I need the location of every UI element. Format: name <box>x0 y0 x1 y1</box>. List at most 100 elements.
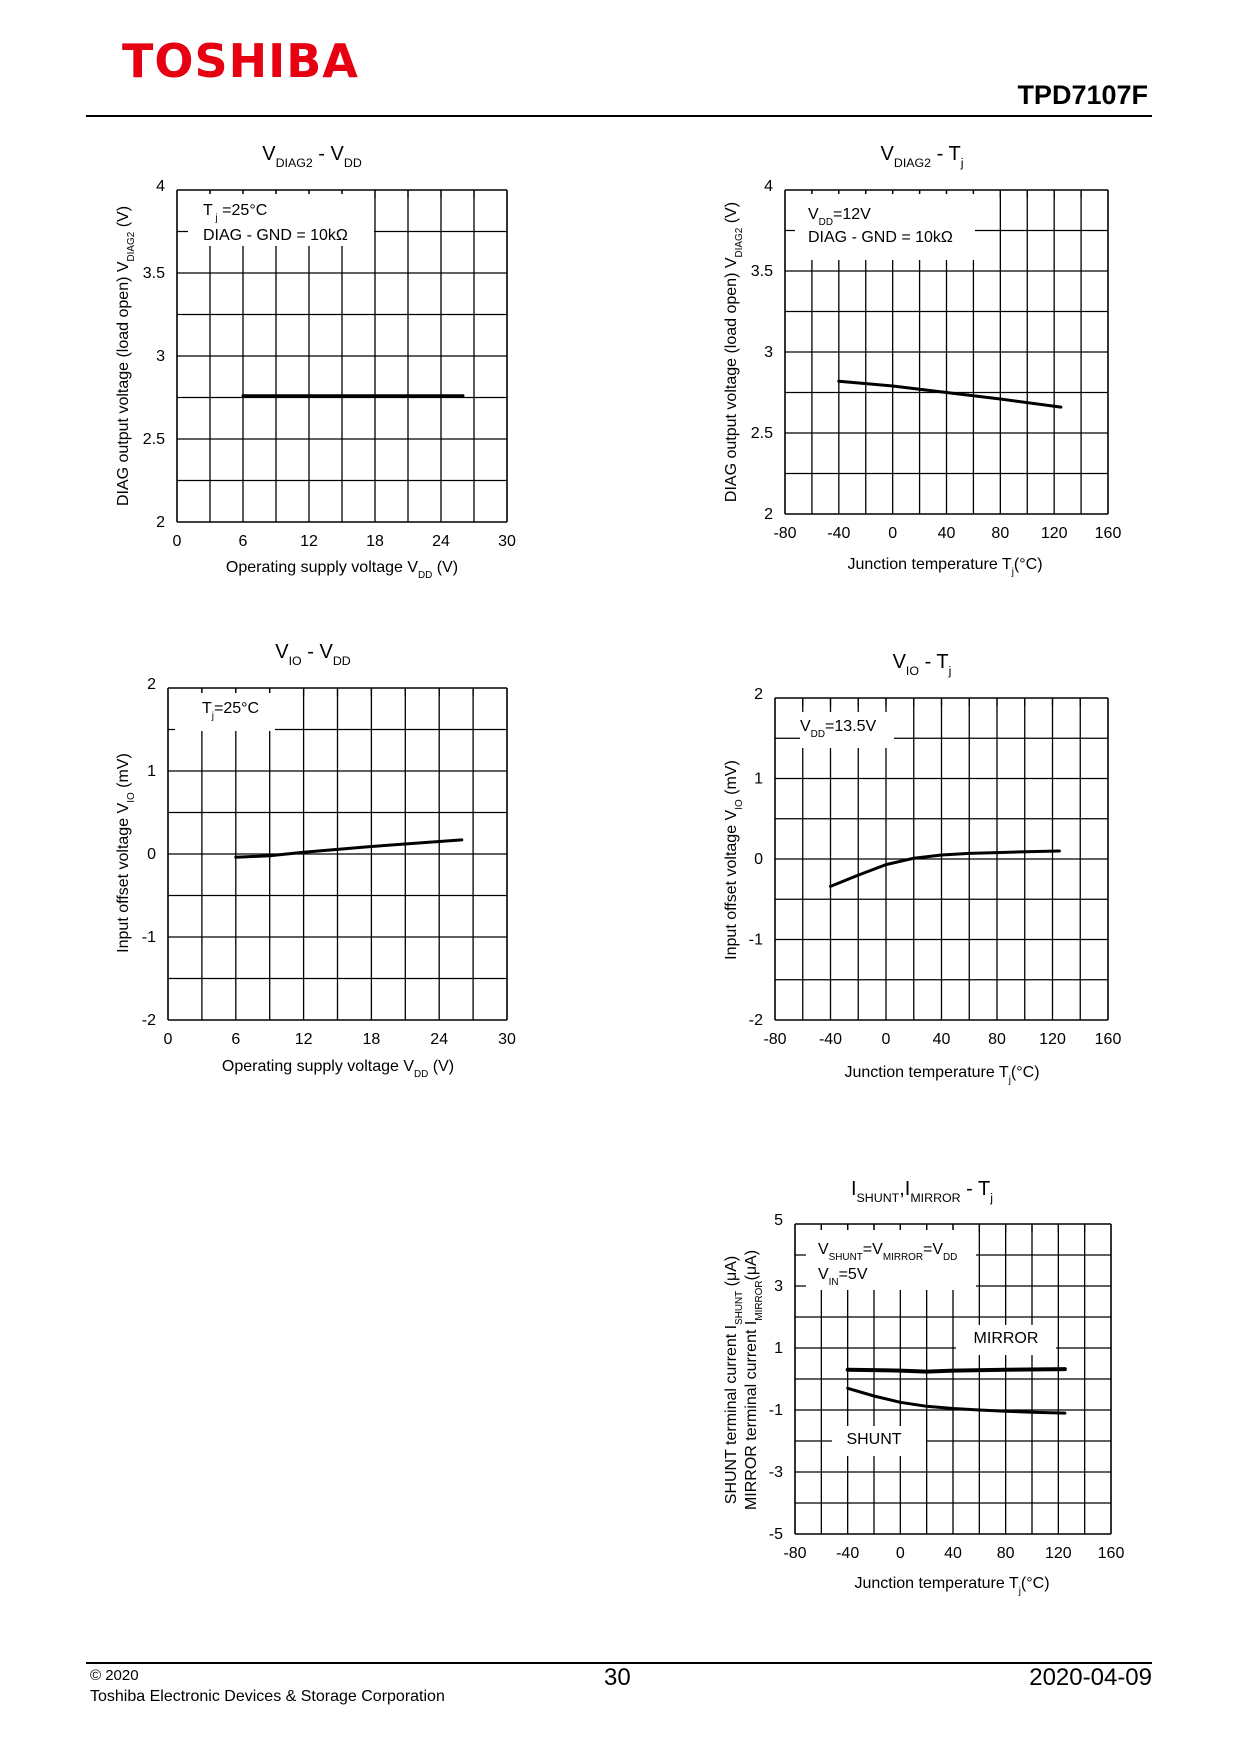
x-tick-label: 30 <box>498 1031 516 1048</box>
x-tick-label: 0 <box>173 533 182 550</box>
chart-4: VSHUNT=VMIRROR=VDD VIN=5V MIRROR SHUNT -80 -4… <box>723 1178 1124 1597</box>
chart-title: ISHUNT,IMIRROR - Tj <box>851 1178 993 1205</box>
annotation-line-1: DIAG - GND = 10kΩ <box>203 227 348 244</box>
x-tick-label: 0 <box>888 525 897 542</box>
x-tick-label: 30 <box>498 533 516 550</box>
x-axis-label: Operating supply voltage VDD (V) <box>226 559 458 581</box>
x-tick-label: 12 <box>295 1031 313 1048</box>
x-tick-label: 120 <box>1045 1545 1072 1562</box>
page-number: 30 <box>604 1664 631 1691</box>
footer-rule <box>86 1662 1152 1664</box>
annotation-box <box>175 693 275 731</box>
footer-copyright: © 2020 <box>90 1667 139 1684</box>
series-label-shunt: SHUNT <box>846 1431 901 1448</box>
x-tick-label: 120 <box>1039 1031 1066 1048</box>
series-line-shunt <box>846 1386 1067 1415</box>
annotation-box <box>188 194 374 246</box>
series-line-0 <box>234 838 464 859</box>
y-tick-label: 3 <box>156 348 165 365</box>
y-tick-label: 2.5 <box>143 431 165 448</box>
x-tick-label: 160 <box>1098 1545 1125 1562</box>
footer-company: Toshiba Electronic Devices & Storage Cor… <box>90 1688 445 1705</box>
y-axis-label: Input offset voltage VIO (mV) <box>115 753 137 953</box>
x-tick-label: 80 <box>991 525 1009 542</box>
y-tick-label: 0 <box>147 846 156 863</box>
x-tick-label: 6 <box>239 533 248 550</box>
y-tick-label: 3 <box>774 1278 783 1295</box>
x-tick-label: 0 <box>882 1031 891 1048</box>
x-axis-label: Operating supply voltage VDD (V) <box>222 1058 454 1080</box>
toshiba-logo: TOSHIBA <box>122 34 359 88</box>
x-tick-label: 6 <box>231 1031 240 1048</box>
x-axis-label: Junction temperature Tj(°C) <box>844 1064 1039 1086</box>
x-tick-label: 80 <box>997 1545 1015 1562</box>
footer-date: 2020-04-09 <box>1029 1664 1152 1691</box>
y-tick-label: 5 <box>774 1212 783 1229</box>
x-tick-label: -80 <box>783 1545 806 1562</box>
chart-title: VDIAG2 - Tj <box>881 143 964 170</box>
x-tick-label: 40 <box>944 1545 962 1562</box>
y-tick-label: -3 <box>769 1464 783 1481</box>
annotation-line-0: Tj=25°C <box>202 700 259 722</box>
annotation-line-0: VDD=12V <box>808 206 871 228</box>
y-tick-label: 2 <box>147 676 156 693</box>
y-tick-label: 3.5 <box>143 265 165 282</box>
x-tick-label: -80 <box>773 525 796 542</box>
y-axis-label-2: MIRROR terminal current IMIRROR(μA) <box>743 1250 765 1510</box>
y-tick-label: -1 <box>142 929 156 946</box>
y-tick-label: 3 <box>764 344 773 361</box>
y-axis-label: Input offset voltage VIO (mV) <box>723 760 745 960</box>
x-tick-label: 0 <box>164 1031 173 1048</box>
chart-title: VDIAG2 - VDD <box>262 143 362 170</box>
annotation-line-0: VDD=13.5V <box>800 718 876 740</box>
series-line-0 <box>829 849 1061 888</box>
chart-3: VDD=13.5V -80 -40 0 40 80 120 160 -2 -1 0 1 2 VIO - T… <box>723 651 1121 1086</box>
part-number: TPD7107F <box>1017 80 1148 110</box>
x-axis-label: Junction temperature Tj(°C) <box>854 1575 1049 1597</box>
annotation-line-1: VIN=5V <box>818 1266 868 1288</box>
x-axis-label: Junction temperature Tj(°C) <box>847 556 1042 578</box>
y-tick-label: 0 <box>754 851 763 868</box>
y-tick-label: -1 <box>769 1402 783 1419</box>
y-tick-label: 1 <box>147 763 156 780</box>
series-line-mirror <box>845 1367 1067 1374</box>
x-tick-label: -40 <box>819 1031 842 1048</box>
x-tick-label: 12 <box>300 533 318 550</box>
annotation-line-1: DIAG - GND = 10kΩ <box>808 229 953 246</box>
series-line-0 <box>837 379 1063 409</box>
y-tick-label: 2 <box>156 514 165 531</box>
chart-title: VIO - VDD <box>275 641 351 668</box>
x-tick-label: -80 <box>763 1031 786 1048</box>
y-tick-label: 4 <box>764 178 773 195</box>
x-tick-label: 80 <box>988 1031 1006 1048</box>
header-rule <box>86 115 1152 117</box>
annotation-line-0: T j =25°C <box>203 202 267 224</box>
x-tick-label: 40 <box>933 1031 951 1048</box>
series-label-box <box>832 1426 926 1456</box>
y-tick-label: -1 <box>749 932 763 949</box>
x-tick-label: 24 <box>430 1031 448 1048</box>
x-tick-label: 18 <box>366 533 384 550</box>
x-tick-label: 40 <box>938 525 956 542</box>
y-tick-label: 1 <box>754 771 763 788</box>
chart-0: T j =25°C DIAG - GND = 10kΩ 0 6 12 18 24 30 2 2.5… <box>115 143 516 581</box>
y-tick-label: 4 <box>156 178 165 195</box>
y-tick-label: 2 <box>754 686 763 703</box>
y-tick-label: 2 <box>764 506 773 523</box>
x-tick-label: -40 <box>827 525 850 542</box>
x-tick-label: 24 <box>432 533 450 550</box>
annotation-box <box>795 194 975 260</box>
x-tick-label: 18 <box>363 1031 381 1048</box>
x-tick-label: -40 <box>836 1545 859 1562</box>
x-tick-label: 160 <box>1095 525 1122 542</box>
x-tick-label: 120 <box>1041 525 1068 542</box>
y-axis-label: SHUNT terminal current ISHUNT (μA) <box>723 1256 745 1504</box>
y-tick-label: -2 <box>749 1012 763 1029</box>
y-tick-label: 3.5 <box>751 263 773 280</box>
chart-title: VIO - Tj <box>893 651 952 678</box>
series-label-box <box>956 1325 1056 1355</box>
y-axis-label: DIAG output voltage (load open) VDIAG2 (… <box>723 202 745 502</box>
